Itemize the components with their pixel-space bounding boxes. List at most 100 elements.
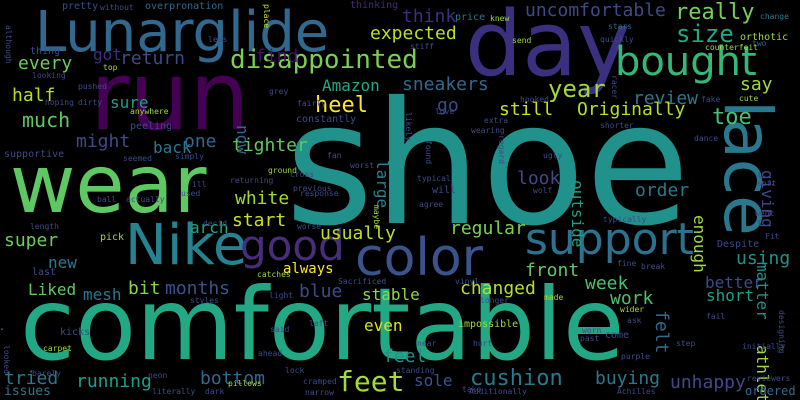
word-toe: toe: [712, 105, 752, 130]
word-sacrificed: Sacrificed: [338, 277, 387, 286]
word-quickly: quickly: [600, 35, 634, 44]
word-wear: wear: [10, 138, 207, 231]
word-bit: bit: [128, 278, 161, 299]
word-found: found: [424, 140, 433, 165]
word-standing: standing: [396, 366, 435, 375]
word-constantly: constantly: [296, 114, 357, 125]
word-outside: outside: [568, 180, 587, 248]
word-wearing: wearing: [471, 126, 505, 135]
word-soft: soft: [757, 179, 777, 188]
word-super: super: [4, 230, 59, 251]
word-fake: fake: [701, 95, 721, 104]
word-fit: Fit: [765, 232, 780, 241]
word-cute: cute: [739, 94, 759, 103]
word-changed: changed: [460, 278, 536, 299]
word-ill: ill: [192, 180, 207, 189]
word-worn: worn: [582, 326, 602, 335]
word-front: front: [525, 260, 580, 281]
word-year: year: [548, 75, 606, 103]
word-grey: grey: [269, 87, 289, 96]
word-arch: arch: [190, 218, 229, 237]
word-start: start: [232, 210, 287, 231]
word-length: length: [30, 222, 59, 231]
word-even: even: [364, 316, 403, 335]
word-dance: dance: [694, 134, 719, 143]
word-color: color: [355, 228, 484, 288]
word-liked: Liked: [28, 280, 77, 299]
word-say: say: [740, 74, 773, 95]
word-thing: thing: [30, 46, 61, 57]
word-wolf: wolf: [533, 186, 553, 195]
word-likely: likely: [404, 112, 413, 141]
word-got: got: [93, 45, 122, 64]
word-typically: typically: [603, 215, 647, 224]
word-thinking: thinking: [350, 0, 399, 11]
word-maybe: maybe: [372, 205, 381, 230]
word-using: using: [736, 248, 791, 269]
word-lock: lock: [285, 366, 305, 375]
word-typical: typical: [417, 174, 451, 183]
word-really: really: [675, 0, 755, 25]
word-blue: blue: [299, 281, 343, 302]
word-place: place: [262, 4, 271, 29]
word-wider: wider: [620, 305, 645, 314]
word-hoping: hoping: [45, 98, 74, 107]
word-feel: feel: [383, 346, 427, 367]
word-although: although: [4, 25, 13, 64]
word-large: large: [373, 160, 392, 209]
word-stiff: stiff: [410, 42, 435, 51]
word-said: said: [270, 325, 290, 334]
word-uncomfortable: uncomfortable: [525, 0, 666, 21]
word-new: new: [48, 253, 77, 272]
word-ground: ground: [268, 166, 297, 175]
word-catches: catches: [257, 270, 291, 279]
word-cross: cross: [290, 170, 315, 179]
word-pick: pick: [100, 232, 125, 243]
word-looking: looking: [32, 71, 66, 80]
word-narrow: narrow: [305, 388, 334, 397]
word-sole: sole: [414, 371, 453, 390]
word-ball: ball: [97, 195, 117, 204]
word-take: take: [462, 385, 482, 394]
word-back: back: [153, 138, 192, 157]
word-heel: heel: [315, 93, 368, 118]
word-supportive: supportive: [4, 149, 65, 160]
word-stars: stars: [608, 22, 633, 31]
word-think: think: [402, 6, 457, 27]
word-lunarglide: Lunarglide: [35, 0, 330, 65]
word-unhappy: unhappy: [670, 372, 746, 393]
word-usually: usually: [320, 223, 396, 244]
word-fine: fine: [617, 259, 637, 268]
word-neon: neon: [148, 371, 168, 380]
word-buying: buying: [595, 368, 661, 389]
word-pair: pair: [0, 305, 6, 344]
word-step: step: [676, 339, 696, 348]
word-review: review: [633, 88, 699, 109]
word-sneakers: sneakers: [402, 74, 489, 95]
word-anywhere: anywhere: [130, 107, 169, 116]
word-work: work: [610, 288, 654, 309]
word-feet: feet: [337, 365, 405, 398]
word-achilles: Achilles: [617, 387, 656, 396]
word-one: one: [184, 131, 217, 152]
word-months: months: [165, 278, 231, 299]
word-regular: regular: [450, 218, 526, 239]
word-returning: returning: [230, 176, 274, 185]
word-short: short: [706, 286, 755, 305]
word-pushed: pushed: [78, 82, 107, 91]
word-top: top: [103, 63, 118, 72]
word-peeling: peeling: [130, 121, 173, 132]
word-running: running: [76, 371, 152, 392]
word-pretty: pretty: [62, 1, 99, 12]
word-send: send: [512, 36, 532, 45]
word-disappointed: disappointed: [230, 45, 418, 75]
word-look: look: [517, 168, 561, 189]
word-day: day: [465, 0, 631, 97]
word-hooked: hooked: [520, 95, 549, 104]
word-stable: stable: [362, 285, 420, 304]
word-counterfeit: counterfeit: [705, 43, 758, 52]
word-much: much: [22, 108, 71, 132]
word-last: last: [32, 267, 57, 278]
word-originally: Originally: [577, 99, 686, 120]
